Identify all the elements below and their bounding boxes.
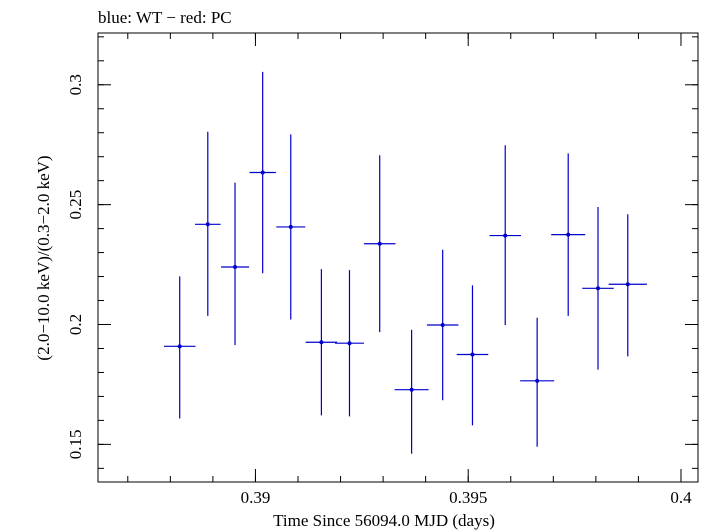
chart-title: blue: WT − red: PC [98,8,232,27]
point-marker [233,264,238,269]
data-point [363,155,396,333]
data-point [220,182,250,346]
data-point [520,317,555,447]
data-point [608,214,647,357]
point-marker [205,222,210,227]
y-tick-label: 0.25 [66,190,85,220]
point-marker [535,378,540,383]
point-marker [377,241,382,246]
point-marker [470,352,475,357]
data-point [456,285,489,426]
data-point [163,276,196,419]
y-axis-label: (2.0−10.0 keV)/(0.3−2.0 keV) [34,155,53,360]
point-marker [177,344,182,349]
data-point [305,269,338,416]
data-point [551,153,586,316]
point-marker [596,286,600,291]
point-marker [319,340,324,345]
data-point [489,145,521,325]
x-tick-label: 0.395 [449,488,487,507]
y-tick-label: 0.15 [66,429,85,459]
data-point [335,270,364,417]
x-tick-label: 0.4 [670,488,692,507]
data-point [276,134,306,320]
y-tick-label: 0.2 [66,314,85,335]
point-marker [260,170,265,175]
point-marker [566,232,571,237]
data-point [426,249,459,401]
point-marker [503,233,508,238]
axis-tick-labels: 0.39 0.395 0.4 0.15 0.2 0.25 0.3 [66,74,692,507]
point-marker [625,282,630,287]
point-marker [409,387,414,392]
data-marks [163,71,647,454]
x-axis-label: Time Since 56094.0 MJD (days) [273,511,495,530]
data-point [394,329,429,454]
axis-ticks [98,33,698,482]
point-marker [347,341,352,346]
y-tick-label: 0.3 [66,74,85,95]
x-tick-label: 0.39 [241,488,271,507]
point-marker [440,322,445,327]
data-point [195,131,221,316]
plot-frame [97,32,699,483]
data-point [582,207,614,370]
data-point [249,71,276,274]
series-wt [163,71,647,454]
point-marker [288,224,293,229]
